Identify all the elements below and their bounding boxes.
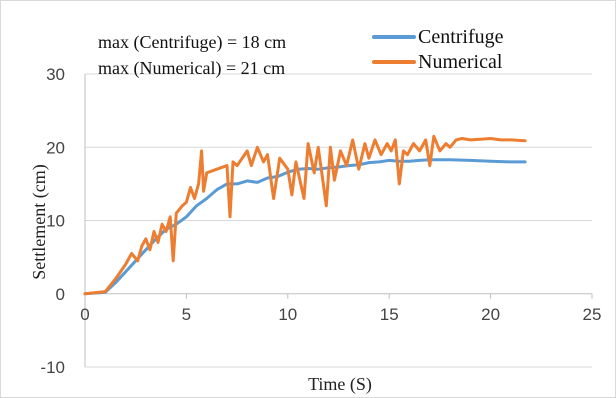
y-tick-label-2: 10 bbox=[46, 212, 65, 231]
series-line-numerical bbox=[83, 134, 527, 296]
x-tick-label-1: 5 bbox=[182, 305, 191, 324]
tick-labels: 0 5 10 15 20 25 -10 0 10 20 30 bbox=[40, 65, 601, 377]
axes bbox=[84, 74, 593, 367]
x-tick-label-0: 0 bbox=[80, 305, 89, 324]
y-tick-label-1: 0 bbox=[56, 285, 65, 304]
series-lines bbox=[83, 134, 527, 296]
x-axis-title: Time (S) bbox=[308, 374, 372, 395]
legend-label-centrifuge: Centrifuge bbox=[418, 26, 504, 48]
x-tick-label-4: 20 bbox=[481, 305, 500, 324]
y-tick-label-0: -10 bbox=[40, 358, 65, 377]
x-tick-label-2: 10 bbox=[278, 305, 297, 324]
y-axis-title: Settlement (cm) bbox=[29, 164, 50, 279]
legend-label-numerical: Numerical bbox=[418, 51, 503, 73]
x-tick-label-5: 25 bbox=[583, 305, 602, 324]
x-tick-label-3: 15 bbox=[380, 305, 399, 324]
y-tick-label-3: 20 bbox=[46, 138, 65, 157]
annotation-max-numerical: max (Numerical) = 21 cm bbox=[98, 58, 285, 79]
legend: Centrifuge Numerical bbox=[372, 26, 504, 73]
y-tick-label-4: 30 bbox=[46, 65, 65, 84]
annotation-max-centrifuge: max (Centrifuge) = 18 cm bbox=[98, 32, 286, 53]
